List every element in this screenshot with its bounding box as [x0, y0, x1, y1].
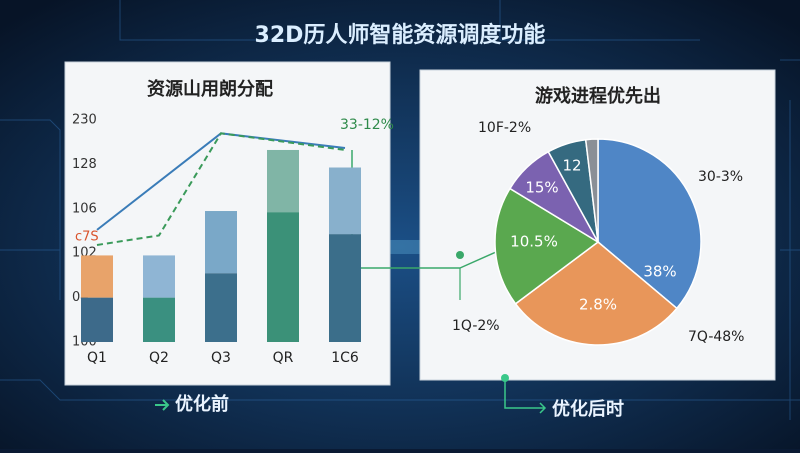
bar-segment	[143, 297, 175, 342]
bar-segment	[329, 167, 361, 235]
bar-segment	[205, 211, 237, 274]
pie-slice	[584, 138, 599, 243]
y-tick-label: 128	[72, 157, 97, 172]
annotation: 10F-2%	[478, 120, 531, 136]
pie-slice	[514, 241, 678, 346]
annotation: 1Q-2%	[452, 318, 500, 334]
y-tick-label: 106	[72, 201, 97, 216]
x-tick-label: 1C6	[331, 350, 359, 366]
annotation: c7S	[75, 230, 99, 245]
chart-title: 资源山用朗分配	[147, 78, 273, 100]
pie-slice	[597, 138, 702, 310]
slice-label: 12	[562, 157, 581, 175]
connector-dot	[456, 251, 464, 259]
slice-label: 38%	[643, 263, 676, 281]
bar-segment	[267, 149, 299, 213]
bar-segment	[81, 255, 113, 298]
footer-label: 优化前	[175, 393, 229, 415]
annotation: 7Q-48%	[688, 329, 745, 345]
slice-label: 15%	[525, 179, 558, 197]
footer-label: 优化后时	[552, 398, 624, 420]
pie-slice	[494, 187, 600, 305]
slice-label: 10.5%	[510, 233, 558, 251]
slice-label: 2.8%	[579, 296, 617, 314]
x-tick-label: Q1	[87, 350, 107, 366]
arrow	[155, 399, 170, 411]
x-tick-label: QR	[273, 350, 294, 366]
annotation: 33-12%	[340, 117, 394, 133]
bar-segment	[267, 212, 299, 342]
y-tick-label: 230	[72, 113, 97, 128]
circuit	[0, 0, 800, 420]
x-tick-label: Q3	[211, 350, 231, 366]
bar-segment	[143, 255, 175, 298]
arrow	[504, 378, 547, 414]
line-series	[96, 132, 346, 246]
chart-title: 游戏进程优先出	[535, 85, 661, 107]
annotation: 30-3%	[698, 169, 743, 185]
bar-segment	[329, 234, 361, 342]
bar-segment	[81, 297, 113, 342]
x-tick-label: Q2	[149, 350, 169, 366]
bar-segment	[205, 273, 237, 342]
page-title: 32D历人师智能资源调度功能	[255, 22, 546, 48]
